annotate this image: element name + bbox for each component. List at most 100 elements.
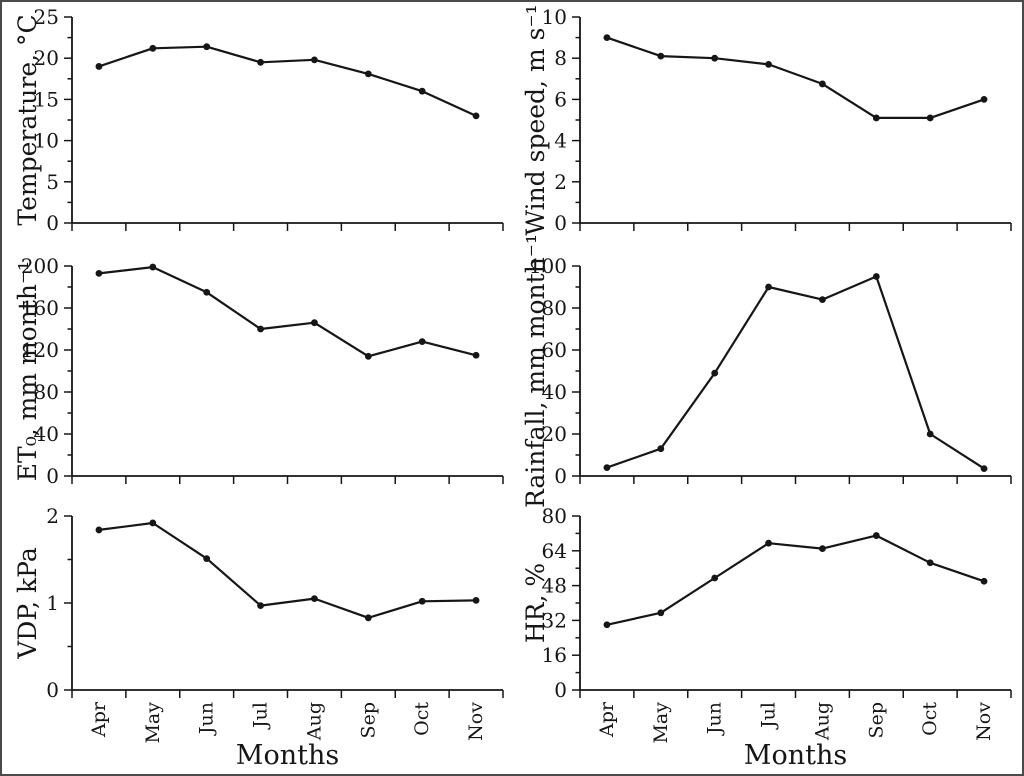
data-point bbox=[149, 519, 157, 527]
data-point bbox=[657, 609, 665, 617]
data-point bbox=[711, 574, 719, 582]
x-axis-label: Months bbox=[236, 740, 339, 771]
x-tick-label: Aug bbox=[811, 702, 833, 741]
axis-spines bbox=[71, 17, 503, 224]
x-tick-label: Jul bbox=[758, 702, 780, 730]
y-tick-label: 2 bbox=[46, 504, 59, 528]
y-tick-label: 10 bbox=[34, 129, 59, 153]
y-tick-label: 15 bbox=[34, 87, 59, 111]
data-point bbox=[980, 465, 988, 473]
data-point bbox=[418, 597, 426, 605]
data-point bbox=[765, 60, 772, 68]
data-line bbox=[605, 36, 986, 120]
y-tick-label: 0 bbox=[554, 464, 567, 488]
data-point bbox=[926, 114, 934, 122]
data-point bbox=[872, 532, 880, 539]
y-tick-label: 25 bbox=[34, 5, 59, 29]
data-point bbox=[418, 87, 426, 95]
data-point bbox=[657, 52, 665, 60]
data-point bbox=[603, 464, 611, 471]
x-tick-label: Nov bbox=[973, 702, 995, 741]
x-axis-label: Months bbox=[744, 740, 847, 771]
data-line bbox=[97, 45, 478, 118]
data-point bbox=[203, 555, 211, 563]
x-tick-label: Sep bbox=[865, 702, 887, 738]
hr-panel: 0 16 32 48 64 80 HR, % Apr May Jun Jul Aug Sep Oct Nov… bbox=[521, 504, 1012, 771]
data-line bbox=[605, 275, 986, 470]
data-point bbox=[149, 44, 157, 52]
y-tick-label: 40 bbox=[34, 422, 59, 446]
data-point bbox=[819, 545, 826, 553]
y-tick-label: 0 bbox=[46, 464, 59, 488]
data-point bbox=[364, 352, 372, 360]
y-tick-label: 20 bbox=[34, 46, 59, 70]
data-point bbox=[203, 288, 211, 296]
x-tick-label: Oct bbox=[919, 702, 941, 736]
data-point bbox=[926, 559, 934, 567]
data-point bbox=[765, 283, 772, 291]
data-point bbox=[364, 614, 372, 622]
y-tick-label: 6 bbox=[554, 87, 567, 111]
x-tick-label: May bbox=[650, 702, 672, 744]
y-tick-label: 16 bbox=[542, 643, 567, 667]
x-tick-label: Sep bbox=[357, 702, 379, 738]
y-tick-label: 0 bbox=[46, 678, 59, 702]
y-tick-label: 48 bbox=[542, 574, 567, 598]
x-tick-label: Apr bbox=[596, 701, 618, 738]
y-tick-label: 32 bbox=[542, 608, 567, 632]
data-point bbox=[980, 96, 988, 103]
x-tick-label: Aug bbox=[303, 702, 325, 741]
y-tick-label: 0 bbox=[554, 211, 567, 235]
data-point bbox=[819, 80, 826, 88]
y-tick-label: 0 bbox=[46, 211, 59, 235]
y-tick-label: 8 bbox=[554, 46, 567, 70]
data-point bbox=[311, 56, 318, 64]
data-point bbox=[711, 54, 719, 62]
y-tick-label: 10 bbox=[542, 5, 567, 29]
x-tick-label: Oct bbox=[411, 702, 433, 736]
y-tick-label: 2 bbox=[554, 170, 567, 194]
y-tick-label: 60 bbox=[542, 338, 567, 362]
data-point bbox=[95, 526, 103, 534]
y-tick-label: 120 bbox=[21, 338, 59, 362]
data-point bbox=[311, 319, 318, 327]
data-point bbox=[872, 114, 880, 122]
y-tick-label: 200 bbox=[21, 254, 59, 278]
y-tick-label: 1 bbox=[46, 591, 59, 615]
data-point bbox=[603, 621, 611, 629]
y-tick-label: 40 bbox=[542, 380, 567, 404]
data-point bbox=[418, 338, 426, 345]
y-axis-label: Rainfall, mm month⁻¹ bbox=[521, 234, 550, 508]
x-tick-label: May bbox=[142, 702, 164, 744]
axis-spines bbox=[71, 266, 503, 477]
data-point bbox=[603, 34, 611, 41]
y-axis-label: ET₀, mm month⁻¹ bbox=[13, 261, 42, 481]
y-tick-label: 100 bbox=[529, 254, 567, 278]
y-tick-label: 20 bbox=[542, 422, 567, 446]
axis-spines bbox=[579, 17, 1011, 224]
data-point bbox=[926, 430, 934, 438]
data-point bbox=[819, 296, 826, 303]
data-point bbox=[765, 539, 772, 547]
x-tick-label: Jun bbox=[704, 702, 726, 736]
data-point bbox=[472, 351, 480, 359]
data-point bbox=[203, 43, 211, 51]
data-point bbox=[657, 445, 665, 453]
y-tick-label: 64 bbox=[542, 539, 567, 563]
y-tick-label: 0 bbox=[554, 678, 567, 702]
data-point bbox=[257, 325, 264, 333]
data-point bbox=[149, 263, 157, 271]
y-tick-label: 5 bbox=[46, 170, 59, 194]
data-point bbox=[95, 63, 103, 70]
x-tick-label: Apr bbox=[88, 701, 110, 738]
data-point bbox=[311, 595, 318, 603]
x-tick-label: Jun bbox=[196, 702, 218, 736]
y-axis-label: HR, % bbox=[521, 563, 550, 643]
y-axis-label: VDP, kPa bbox=[13, 547, 42, 660]
y-tick-label: 80 bbox=[34, 380, 59, 404]
